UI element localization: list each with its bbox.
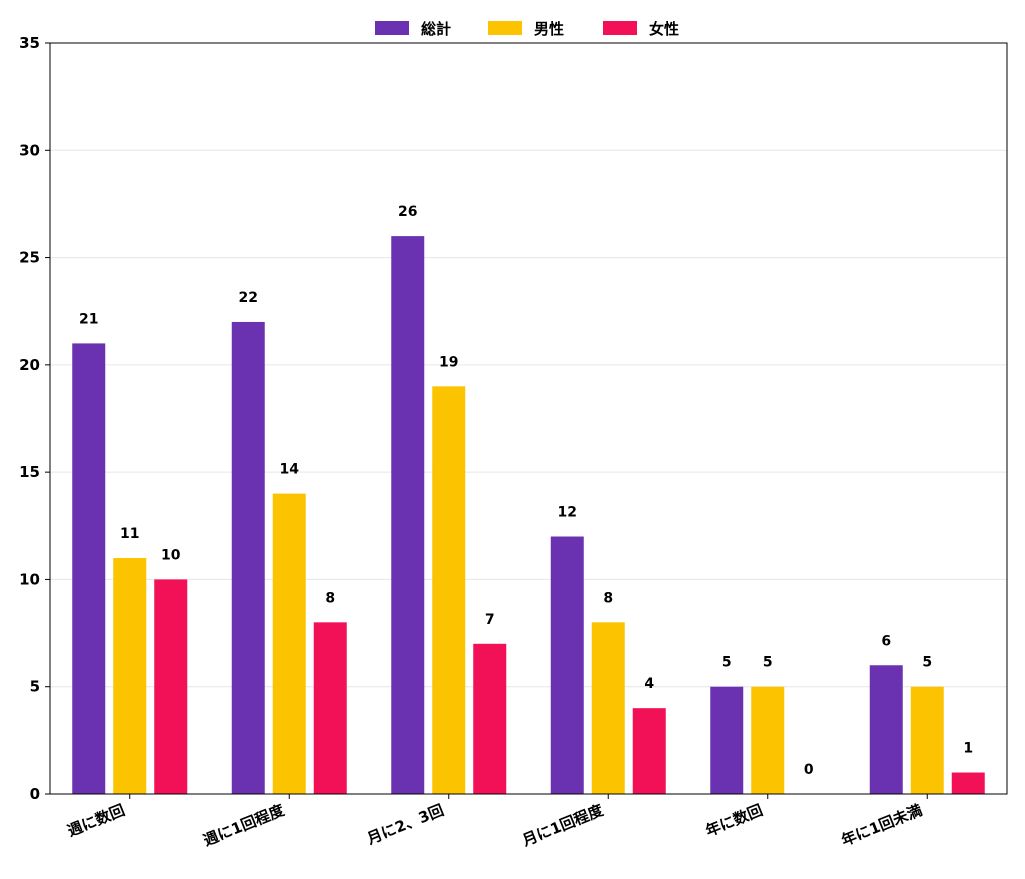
y-tick-label: 25 [19,249,40,267]
bar-1-1 [72,343,106,794]
data-label: 7 [485,612,495,628]
bar-4-1 [550,536,584,794]
legend-label: 男性 [534,20,564,38]
data-label: 0 [804,762,814,778]
data-labels: 21 11 10 22 14 8 26 19 7 12 8 4 5 5 0 6 5 1 [79,204,973,778]
bar-3-3 [473,643,507,794]
y-tick-label: 5 [30,678,40,696]
data-label: 5 [922,655,932,671]
x-tick-label: 年に1回未満 [839,801,925,850]
y-tick-label: 35 [19,34,40,52]
bar-3-2 [432,386,466,794]
bar-3-1 [391,236,425,795]
x-tick-label: 月に2、3回 [364,801,447,848]
bar-4-2 [591,622,625,794]
legend-swatch-1 [375,21,409,35]
x-tick-label: 週に数回 [65,801,127,840]
x-tick-label: 月に1回程度 [519,801,607,850]
bar-4-3 [632,708,666,794]
legend-swatch-3 [603,21,637,35]
data-label: 5 [722,655,732,671]
y-tick-label: 10 [19,570,40,588]
legend-label: 総計 [421,20,451,38]
bars [72,236,985,795]
bar-1-2 [113,557,147,794]
plot-frame [49,42,1008,795]
bar-2-2 [272,493,306,794]
bar-5-2 [751,686,785,794]
data-label: 12 [558,505,577,521]
bar-5-1 [710,686,744,794]
bar-2-1 [231,321,265,794]
y-tick-label: 15 [19,463,40,481]
legend-swatch-2 [488,21,522,35]
y-tick-label: 30 [19,141,40,159]
bar-6-3 [951,772,985,794]
data-label: 8 [603,590,613,606]
data-label: 8 [325,590,335,606]
data-label: 6 [881,633,891,649]
bar-6-2 [910,686,944,794]
data-label: 4 [644,676,654,692]
x-tick-label: 年に数回 [703,801,765,840]
legend-label: 女性 [649,20,679,38]
data-label: 22 [239,290,258,306]
y-tick-label: 0 [30,785,40,803]
data-label: 11 [120,526,139,542]
x-tick-label: 週に1回程度 [201,801,288,850]
data-label: 1 [963,741,973,757]
y-tick-label: 20 [19,356,40,374]
bar-2-3 [313,622,347,794]
bar-1-3 [154,579,188,794]
data-label: 10 [161,547,181,563]
grid-lines [50,149,1007,688]
bar-6-1 [869,665,903,794]
data-label: 19 [439,354,458,370]
data-label: 26 [398,204,417,220]
y-axis: 0 5 10 15 20 25 30 35 [19,34,50,803]
data-label: 5 [763,655,773,671]
data-label: 14 [280,462,300,478]
x-axis: 週に数回 週に1回程度 月に2、3回 月に1回程度 年に数回 年に1回未満 [65,794,928,850]
data-label: 21 [79,311,98,327]
legend: 総計 男性 女性 [375,20,679,38]
